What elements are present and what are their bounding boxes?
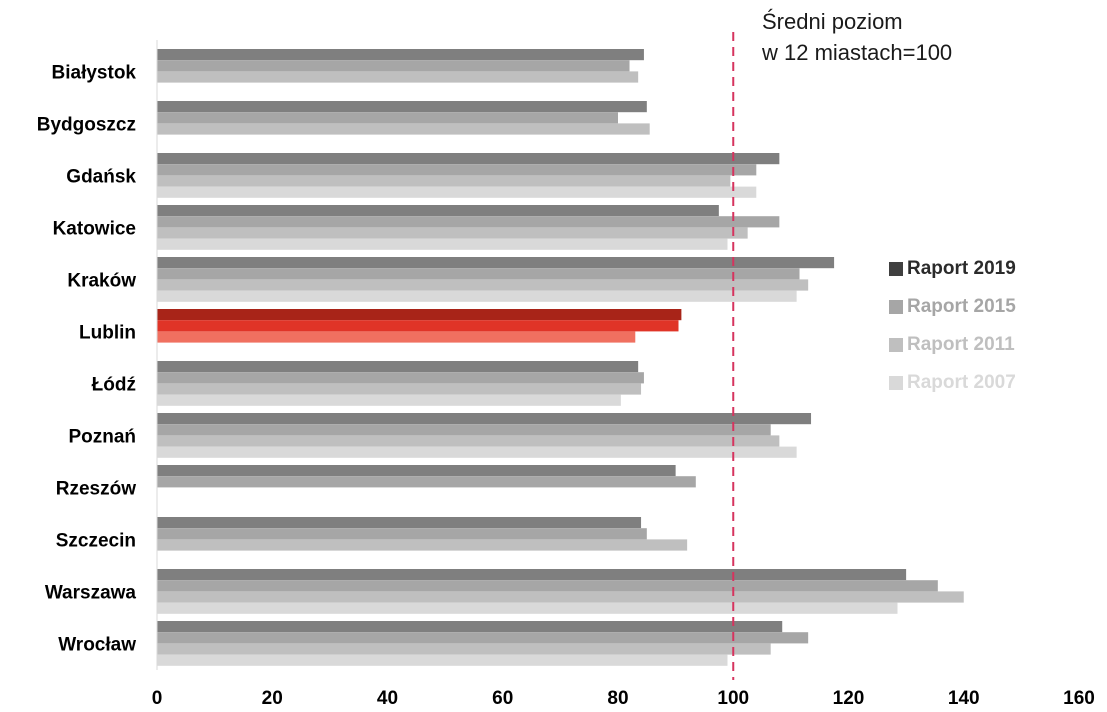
bar-szczecin-raport-2019	[157, 517, 642, 529]
legend-label-2019: Raport 2019	[907, 258, 1016, 279]
bar-gdansk-raport-2011	[157, 175, 731, 187]
category-label-rzeszow: Rzeszów	[56, 478, 136, 499]
bar-lodz-raport-2011	[157, 383, 642, 395]
legend: Raport 2019 Raport 2015 Raport 2011 Rapo…	[889, 250, 1016, 402]
x-tick-label-40: 40	[377, 688, 398, 709]
bars-group	[157, 49, 964, 666]
bar-warszawa-raport-2019	[157, 569, 907, 581]
x-tick-labels: 0 20 40 60 80 100 120 140 160	[152, 688, 1095, 709]
category-label-bialystok: Białystok	[52, 62, 137, 83]
bar-katowice-raport-2011	[157, 227, 748, 239]
bar-poznan-raport-2007	[157, 446, 797, 458]
legend-label-2015: Raport 2015	[907, 296, 1016, 317]
bar-rzeszow-raport-2019	[157, 465, 676, 477]
legend-item-2007: Raport 2007	[889, 364, 1016, 402]
category-label-szczecin: Szczecin	[56, 530, 136, 551]
legend-swatch-2019	[889, 262, 903, 276]
bar-poznan-raport-2019	[157, 413, 812, 425]
category-label-poznan: Poznań	[68, 426, 136, 447]
x-tick-label-100: 100	[717, 688, 749, 709]
legend-swatch-2015	[889, 300, 903, 314]
bar-warszawa-raport-2007	[157, 602, 898, 614]
category-label-lodz: Łódź	[92, 374, 136, 395]
bar-bialystok-raport-2019	[157, 49, 644, 61]
bar-bydgoszcz-raport-2015	[157, 112, 618, 124]
bar-bydgoszcz-raport-2011	[157, 123, 650, 135]
bar-krakow-raport-2007	[157, 290, 797, 302]
bar-lodz-raport-2007	[157, 394, 621, 406]
category-label-krakow: Kraków	[67, 270, 136, 291]
bar-wroclaw-raport-2019	[157, 621, 783, 633]
annotation-line-2: w 12 miastach=100	[762, 40, 953, 65]
x-tick-label-60: 60	[492, 688, 513, 709]
legend-label-2007: Raport 2007	[907, 372, 1016, 393]
legend-label-2011: Raport 2011	[907, 334, 1015, 355]
x-tick-label-140: 140	[948, 688, 980, 709]
bar-krakow-raport-2015	[157, 268, 800, 280]
bar-szczecin-raport-2015	[157, 528, 647, 540]
bar-krakow-raport-2019	[157, 257, 835, 269]
bar-poznan-raport-2011	[157, 435, 780, 447]
x-tick-label-20: 20	[262, 688, 283, 709]
legend-item-2011: Raport 2011	[889, 326, 1016, 364]
bar-gdansk-raport-2019	[157, 153, 780, 165]
legend-item-2019: Raport 2019	[889, 250, 1016, 288]
bar-gdansk-raport-2015	[157, 164, 757, 176]
bar-lodz-raport-2019	[157, 361, 639, 373]
bar-wroclaw-raport-2007	[157, 654, 728, 666]
category-labels: Białystok Bydgoszcz Gdańsk Katowice Kraków Lu…	[37, 62, 137, 655]
x-tick-label-0: 0	[152, 688, 163, 709]
bar-warszawa-raport-2015	[157, 580, 938, 592]
bar-krakow-raport-2011	[157, 279, 809, 291]
bar-katowice-raport-2019	[157, 205, 719, 217]
bar-katowice-raport-2007	[157, 238, 728, 250]
bar-katowice-raport-2015	[157, 216, 780, 228]
bar-rzeszow-raport-2015	[157, 476, 696, 488]
bar-lodz-raport-2015	[157, 372, 644, 384]
bar-bialystok-raport-2015	[157, 60, 630, 72]
category-label-katowice: Katowice	[53, 218, 136, 239]
category-label-gdansk: Gdańsk	[66, 166, 136, 187]
bar-bydgoszcz-raport-2019	[157, 101, 647, 113]
bar-lublin-raport-2015	[157, 320, 679, 332]
bar-gdansk-raport-2007	[157, 186, 757, 198]
legend-item-2015: Raport 2015	[889, 288, 1016, 326]
bar-szczecin-raport-2011	[157, 539, 688, 551]
bar-poznan-raport-2015	[157, 424, 771, 436]
category-label-wroclaw: Wrocław	[58, 634, 136, 655]
bar-bialystok-raport-2011	[157, 71, 639, 83]
bar-wroclaw-raport-2011	[157, 643, 771, 655]
x-tick-label-160: 160	[1063, 688, 1095, 709]
bar-warszawa-raport-2011	[157, 591, 964, 603]
category-label-bydgoszcz: Bydgoszcz	[37, 114, 136, 135]
annotation-line-1: Średni poziom	[762, 9, 903, 34]
legend-swatch-2007	[889, 376, 903, 390]
legend-swatch-2011	[889, 338, 903, 352]
x-tick-label-80: 80	[607, 688, 628, 709]
bar-lublin-raport-2011	[157, 331, 636, 343]
category-label-warszawa: Warszawa	[45, 582, 137, 603]
category-label-lublin: Lublin	[79, 322, 136, 343]
reference-annotation: Średni poziom w 12 miastach=100	[762, 6, 952, 68]
bar-lublin-raport-2019	[157, 309, 682, 321]
bar-wroclaw-raport-2015	[157, 632, 809, 644]
x-tick-label-120: 120	[833, 688, 865, 709]
